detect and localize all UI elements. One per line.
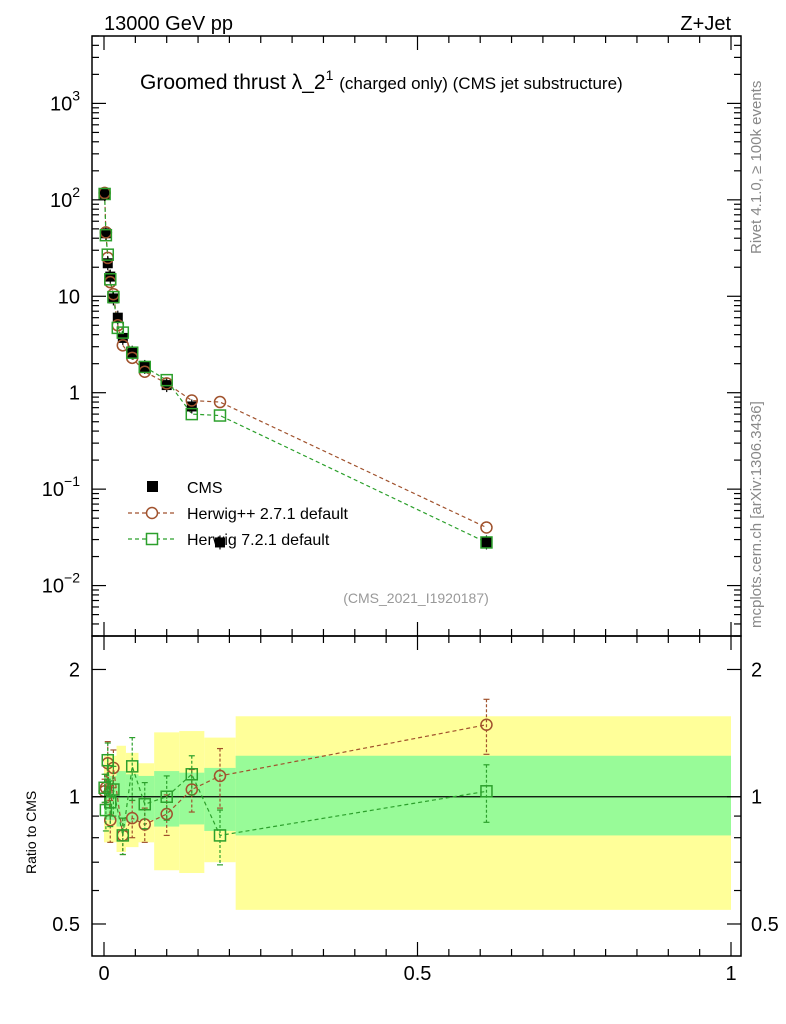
ratio-point-herwig7 [99, 803, 113, 817]
ratio-point-herwig7 [138, 797, 152, 811]
ratio-frame [91, 635, 742, 957]
ratio-point-herwigpp [125, 811, 139, 825]
ratio-point-herwig7 [213, 829, 227, 842]
ratio-ytick-label-left: 1 [69, 787, 80, 809]
main-point-herwig7 [99, 228, 113, 242]
chart-title-symbol: λ_2 [292, 71, 326, 94]
ratio-ytick-label-left: 2 [69, 659, 80, 681]
legend-marker-cms [147, 481, 158, 492]
cms-point [112, 312, 123, 323]
ratio-ylabel: Ratio to CMS [23, 791, 39, 874]
main-point-herwig7 [160, 373, 173, 387]
main-ytick-label: 102 [50, 184, 80, 212]
legend-label-herwig7: Herwig 7.2.1 default [187, 532, 330, 549]
analysis-label: (CMS_2021_I1920187) [343, 590, 489, 606]
main-point-herwigpp [116, 339, 130, 352]
legend: CMS Herwig++ 2.7.1 default Herwig 7.2.1 … [128, 480, 349, 549]
ratio-point-herwigpp [480, 718, 493, 732]
cms-point [481, 537, 492, 548]
main-ytick-label: 10−1 [42, 473, 80, 501]
band-green-1 [116, 771, 126, 827]
main-point-herwig7 [138, 360, 152, 374]
chart-title-sup: 1 [326, 67, 334, 83]
ratio-xtick-label: 0.5 [404, 963, 432, 985]
rivet-label: Rivet 4.1.0, ≥ 100k events [748, 81, 765, 254]
ratio-point-herwig7 [101, 753, 115, 767]
main-line-herwigpp [104, 192, 487, 529]
chart-title-main: Groomed thrust [140, 71, 286, 94]
cms-point [100, 228, 111, 239]
ratio-point-herwig7 [160, 790, 173, 803]
ratio-ytick-label-right: 0.5 [751, 914, 779, 936]
ratio-point-herwig7 [185, 768, 199, 781]
main-data [98, 186, 493, 550]
cms-point [214, 537, 225, 548]
main-ytick-label: 103 [50, 87, 80, 115]
main-point-herwigpp [185, 394, 199, 407]
main-line-herwig7 [104, 193, 487, 543]
main-point-herwig7 [101, 248, 115, 261]
ratio-point-herwigpp [104, 813, 117, 827]
ratio-xtick-label: 1 [725, 963, 736, 985]
legend-marker-herwigpp [145, 506, 159, 520]
ratio-point-herwig7 [480, 785, 493, 798]
main-point-herwig7 [125, 346, 139, 359]
header-left: 13000 GeV pp [104, 13, 233, 35]
ratio-point-herwig7 [104, 796, 117, 809]
main-ytick-label: 10−2 [42, 570, 80, 598]
cms-point [108, 293, 119, 304]
main-ytick-label: 10 [58, 286, 80, 308]
ratio-point-herwig7 [116, 829, 130, 842]
main-ytick-label: 1 [69, 383, 80, 405]
mcplots-label: mcplots.cern.ch [arXiv:1306.3436] [748, 401, 765, 628]
header-right: Z+Jet [680, 13, 731, 35]
band-green-7 [235, 755, 732, 836]
main-point-herwig7 [104, 273, 117, 286]
main-point-herwig7 [185, 407, 199, 421]
chart-title: Groomed thrust λ_21 (charged only) (CMS … [140, 67, 623, 94]
main-point-herwig7 [116, 326, 130, 339]
cms-point [99, 188, 110, 199]
main-point-herwig7 [480, 536, 493, 549]
main-point-herwigpp [213, 395, 227, 409]
legend-label-cms: CMS [187, 480, 223, 497]
ratio-ytick-label-right: 2 [751, 659, 762, 681]
legend-label-herwigpp: Herwig++ 2.7.1 default [187, 506, 349, 523]
ratio-point-herwigpp [213, 769, 227, 783]
ratio-data [98, 698, 493, 866]
ratio-xtick-label: 0 [98, 963, 109, 985]
ratio-point-herwig7 [125, 760, 139, 773]
ratio-point-herwig7 [107, 783, 120, 796]
ratio-ytick-label-right: 1 [751, 787, 762, 809]
ratio-ytick-label-left: 0.5 [52, 914, 80, 936]
main-point-herwig7 [213, 409, 227, 422]
chart-title-suffix: (charged only) (CMS jet substructure) [339, 74, 622, 93]
main-point-herwig7 [107, 290, 120, 304]
main-point-herwigpp [480, 521, 493, 534]
legend-marker-herwig7 [145, 532, 159, 546]
ratio-bands [92, 716, 741, 910]
